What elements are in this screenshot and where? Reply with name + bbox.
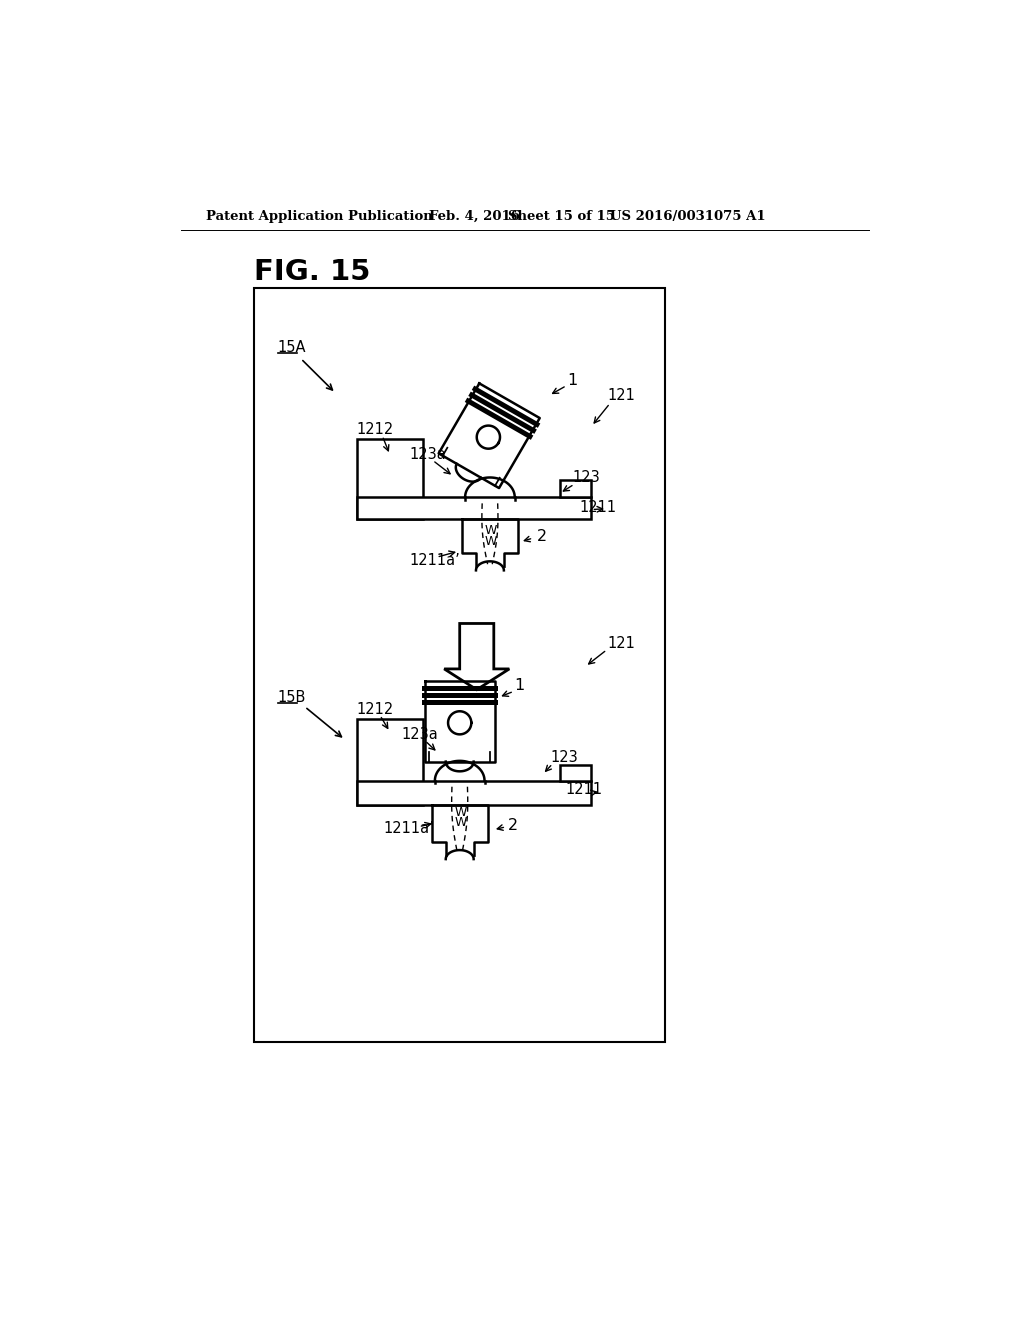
Text: Patent Application Publication: Patent Application Publication: [206, 210, 432, 223]
Text: Sheet 15 of 15: Sheet 15 of 15: [508, 210, 614, 223]
Text: 2: 2: [537, 529, 547, 544]
Text: 2: 2: [508, 817, 518, 833]
Text: 1211a’: 1211a’: [384, 821, 434, 836]
Text: W: W: [455, 816, 467, 829]
Bar: [356, 780, 592, 805]
Text: W: W: [455, 805, 467, 818]
Text: US 2016/0031075 A1: US 2016/0031075 A1: [610, 210, 766, 223]
Text: 1211: 1211: [566, 783, 603, 797]
Text: 1212: 1212: [356, 702, 394, 717]
Text: 123a: 123a: [410, 447, 446, 462]
Text: W: W: [484, 524, 497, 537]
Text: 123: 123: [550, 750, 579, 766]
Bar: [356, 498, 592, 519]
Text: 1212: 1212: [356, 422, 394, 437]
Bar: [560, 480, 592, 498]
Text: 15A: 15A: [278, 341, 306, 355]
Text: 1211a’: 1211a’: [410, 553, 460, 568]
Text: 121: 121: [607, 388, 635, 403]
Bar: [356, 719, 423, 805]
Text: 1: 1: [514, 678, 524, 693]
Text: 123: 123: [572, 470, 601, 486]
Text: 1: 1: [567, 372, 578, 388]
Bar: [254, 288, 665, 1043]
Text: W: W: [484, 535, 497, 548]
Bar: [560, 766, 592, 780]
Polygon shape: [444, 623, 509, 689]
Text: FIG. 15: FIG. 15: [254, 259, 370, 286]
Bar: [356, 440, 423, 519]
Text: 121: 121: [607, 636, 635, 651]
Text: 123a: 123a: [401, 727, 438, 742]
Text: Feb. 4, 2016: Feb. 4, 2016: [429, 210, 520, 223]
Text: 1211: 1211: [580, 500, 616, 515]
Text: 15B: 15B: [278, 690, 306, 705]
